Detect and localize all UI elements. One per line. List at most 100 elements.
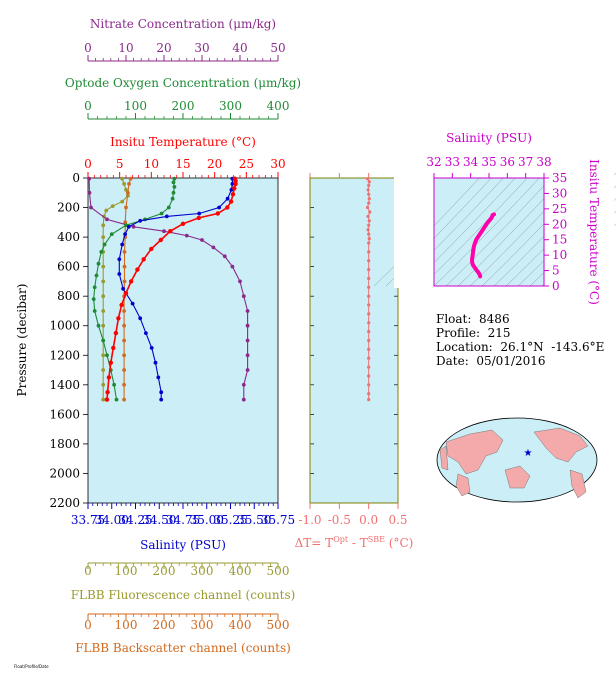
- salinity-line: [118, 178, 233, 400]
- temperature-point: [233, 181, 238, 187]
- temperature-point: [128, 279, 134, 284]
- dt-point: [367, 241, 371, 245]
- salinity-tick-label: 35.75: [261, 513, 295, 527]
- temperature-tick-label: 10: [144, 157, 159, 171]
- ts-y-tick-label: 35: [552, 171, 567, 185]
- fluorescence-tick-label: 0: [84, 564, 92, 578]
- dt-point: [367, 250, 371, 254]
- nitrate-point: [211, 245, 216, 250]
- dt-tick-label: -0.5: [328, 513, 351, 527]
- ts-y-tick-label: 0: [552, 279, 560, 293]
- dt-point: [367, 303, 371, 307]
- dt-line: [366, 178, 371, 400]
- ts-y-tick-label: 30: [552, 186, 567, 200]
- ts-x-tick-label: 36: [500, 155, 515, 169]
- salinity-point: [138, 316, 143, 321]
- map-landmass: [445, 429, 504, 475]
- backscatter-tick-label: 200: [153, 618, 176, 632]
- fluorescence-point: [101, 353, 106, 358]
- ts-x-tick-label: 35: [481, 155, 496, 169]
- temperature-tick-label: 25: [239, 157, 254, 171]
- salinity-point: [117, 257, 122, 262]
- dt-point: [365, 205, 370, 210]
- fluorescence-tick-label: 500: [267, 564, 290, 578]
- fluorescence-point: [122, 182, 126, 186]
- backscatter-point: [128, 176, 133, 181]
- nitrate-point: [238, 279, 242, 284]
- backscatter-tick-label: 500: [267, 618, 290, 632]
- temperature-tick-label: 20: [207, 157, 222, 171]
- fluorescence-tick-label: 300: [191, 564, 214, 578]
- salinity-tick-label: 35.00: [190, 513, 224, 527]
- salinity-point: [159, 390, 164, 395]
- temperature-tick-label: 5: [116, 157, 124, 171]
- nitrate-point: [184, 233, 189, 238]
- dt-axis-label-part: Opt: [333, 535, 349, 544]
- dt-point: [365, 177, 370, 181]
- salinity-point: [156, 375, 161, 380]
- oxygen-point: [171, 190, 176, 195]
- nitrate-point: [222, 254, 227, 259]
- temperature-point: [215, 211, 220, 216]
- fluorescence-point: [101, 397, 106, 402]
- dt-axis-label-part: - T: [348, 536, 368, 550]
- salinity-tick-label: 33.75: [71, 513, 105, 527]
- temperature-point: [105, 390, 110, 395]
- oxygen-point: [172, 176, 177, 181]
- salinity-point: [130, 301, 135, 306]
- salinity-tick-label: 34.75: [166, 513, 200, 527]
- backscatter-point: [122, 338, 126, 343]
- fluorescence-tick-label: 200: [153, 564, 176, 578]
- main-panel-axes: 0200400600800100012001400160018002000220…: [15, 17, 301, 655]
- salinity-tick-label: 35.25: [213, 513, 247, 527]
- oxygen-point: [166, 205, 171, 210]
- main-panel-ticks: [83, 177, 88, 504]
- backscatter-tick-label: 300: [191, 618, 214, 632]
- dt-point: [367, 223, 371, 227]
- salinity-tick-label: 34.50: [142, 513, 176, 527]
- pressure-tick-label: 1400: [49, 378, 80, 392]
- backscatter-point: [122, 397, 126, 402]
- info-profile: Profile: 215: [436, 326, 511, 340]
- float-location-marker: ★: [524, 448, 533, 459]
- oxygen-axis-label: Optode Oxygen Concentration (μm/kg): [65, 76, 301, 90]
- nitrate-point: [230, 264, 235, 269]
- salinity-point: [149, 346, 154, 350]
- oxygen-point: [109, 232, 114, 237]
- temperature-point: [113, 330, 119, 336]
- temperature-point: [106, 375, 112, 380]
- oxygen-point: [159, 211, 164, 216]
- backscatter-point: [123, 220, 128, 225]
- backscatter-point: [122, 353, 126, 358]
- fluorescence-point: [101, 264, 106, 269]
- nitrate-point: [105, 217, 109, 222]
- oxygen-point: [105, 353, 109, 358]
- fluorescence-point: [101, 382, 106, 387]
- nitrate-point: [87, 190, 92, 195]
- dt-point: [367, 268, 371, 272]
- map-landmass: [533, 427, 589, 463]
- oxygen-tick-label: 300: [219, 99, 242, 113]
- map-landmass: [569, 469, 587, 499]
- dt-point: [367, 338, 371, 343]
- oxygen-point: [124, 223, 128, 228]
- nitrate-axis-label: Nitrate Concentration (μm/kg): [90, 17, 276, 31]
- fluorescence-point: [101, 323, 106, 328]
- nitrate-tick-label: 50: [270, 41, 285, 55]
- salinity-tick-label: 34.25: [118, 513, 152, 527]
- temperature-point: [108, 360, 114, 365]
- backscatter-tick-label: 0: [84, 618, 92, 632]
- salinity-tick-label: 34.00: [95, 513, 129, 527]
- ts-clip-left: [394, 138, 434, 288]
- nitrate-tick-label: 30: [194, 41, 209, 55]
- ts-x-tick-label: 38: [536, 155, 551, 169]
- dt-point: [367, 398, 371, 402]
- map-landmass: [439, 445, 449, 471]
- fluorescence-axis-label: FLBB Fluorescence channel (counts): [71, 588, 296, 602]
- oxygen-point: [92, 309, 97, 313]
- backscatter-point: [122, 382, 126, 387]
- dt-point: [367, 183, 371, 187]
- nitrate-point: [241, 294, 246, 299]
- backscatter-point: [122, 368, 126, 372]
